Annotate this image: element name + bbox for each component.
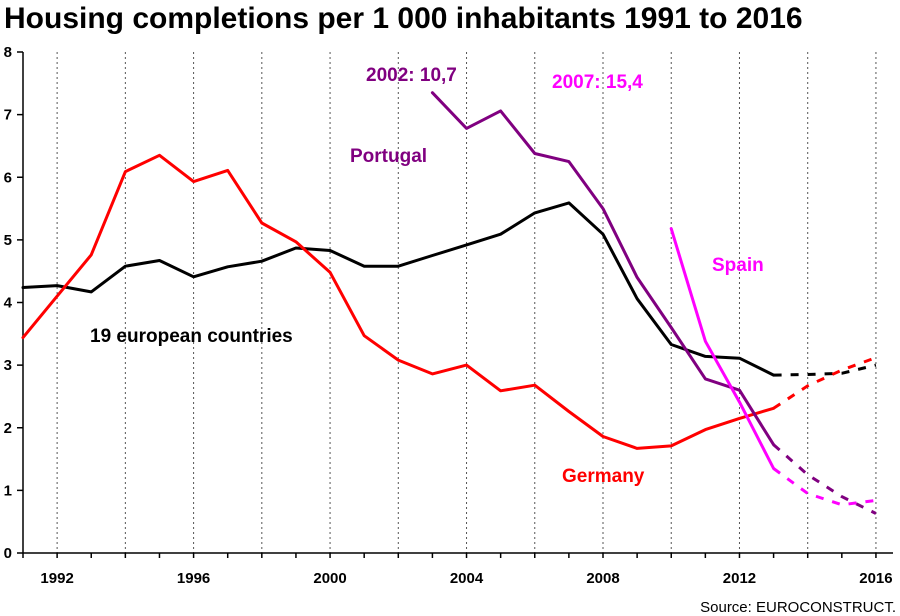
projection-line-spain <box>772 467 877 507</box>
x-tick-label-1996: 1996 <box>177 570 210 587</box>
x-tick-label-2000: 2000 <box>313 570 346 587</box>
tick-labels: 0 1 2 3 4 5 6 7 8 1992 1996 2000 2004 2008 2012 2016 <box>4 44 893 587</box>
annotation-spain-2007: 2007: 15,4 <box>552 72 643 93</box>
annotation-portugal-2002: 2002: 10,7 <box>366 65 457 86</box>
axes <box>17 51 893 558</box>
y-tick-label-6: 6 <box>4 169 12 186</box>
y-tick-label-7: 7 <box>4 107 12 124</box>
y-tick-label-8: 8 <box>4 44 12 61</box>
series-line-spain <box>669 227 776 470</box>
series-label-germany: Germany <box>562 466 645 487</box>
y-tick-label-2: 2 <box>4 420 12 437</box>
x-tick-label-2008: 2008 <box>586 570 619 587</box>
projection-line-germany <box>772 356 877 410</box>
projection-line-portugal <box>772 443 877 515</box>
series-label-portugal: Portugal <box>350 146 427 167</box>
chart-title: Housing completions per 1 000 inhabitant… <box>4 2 803 35</box>
y-tick-label-0: 0 <box>4 545 12 562</box>
series-lines <box>21 91 877 515</box>
x-tick-label-1992: 1992 <box>40 570 73 587</box>
y-tick-label-1: 1 <box>4 482 12 499</box>
y-tick-label-3: 3 <box>4 357 12 374</box>
series-label-19-european-countries: 19 european countries <box>90 326 293 347</box>
series-line-19-european-countries <box>21 201 776 377</box>
series-line-germany <box>21 153 776 450</box>
projection-line-19-european-countries <box>773 363 877 377</box>
y-tick-label-5: 5 <box>4 232 12 249</box>
x-tick-label-2004: 2004 <box>450 570 484 587</box>
x-tick-label-2016: 2016 <box>859 570 892 587</box>
x-tick-label-2012: 2012 <box>723 570 756 587</box>
grid <box>56 52 877 553</box>
series-line-portugal <box>430 91 776 447</box>
source-note: Source: EUROCONSTRUCT. <box>700 599 896 616</box>
y-tick-label-4: 4 <box>4 295 13 312</box>
series-label-spain: Spain <box>712 255 764 276</box>
